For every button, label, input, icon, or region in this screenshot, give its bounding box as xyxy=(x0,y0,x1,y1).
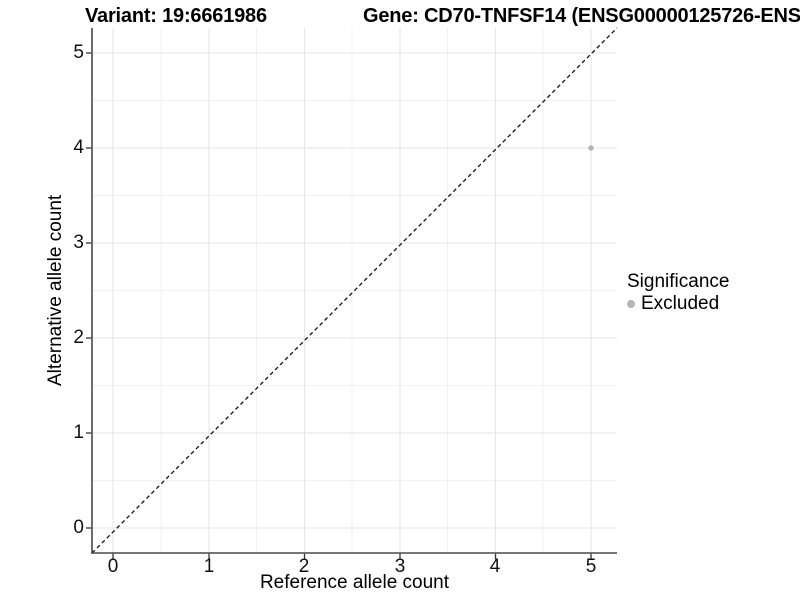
x-tick-label-0: 0 xyxy=(107,556,119,577)
y-tick-label-4: 4 xyxy=(73,137,84,158)
x-tick-label-4: 4 xyxy=(489,556,501,577)
y-tick-label-1: 1 xyxy=(73,422,84,443)
legend: Significance Excluded xyxy=(627,272,797,314)
legend-point-icon xyxy=(627,300,635,308)
x-tick-label-3: 3 xyxy=(394,556,406,577)
identity-dashed-line xyxy=(91,27,618,554)
x-tick-label-1: 1 xyxy=(203,556,215,577)
grid-major xyxy=(92,28,617,553)
data-point-excluded xyxy=(588,145,594,151)
y-axis-title: Alternative allele count xyxy=(45,194,66,387)
variant-title: Variant: 19:6661986 xyxy=(85,5,267,27)
grid-minor xyxy=(92,28,617,553)
legend-item-label: Excluded xyxy=(641,293,720,314)
y-tick-label-3: 3 xyxy=(73,232,84,253)
x-tick-label-2: 2 xyxy=(298,556,310,577)
y-tick-marks xyxy=(86,52,92,529)
x-axis-title: Reference allele count xyxy=(259,572,450,593)
x-tick-label-5: 5 xyxy=(585,556,597,577)
legend-item-excluded: Excluded xyxy=(627,294,797,314)
gene-title: Gene: CD70-TNFSF14 (ENSG00000125726-ENS xyxy=(363,5,800,27)
x-tick-marks xyxy=(112,553,592,560)
y-tick-label-0: 0 xyxy=(73,517,84,538)
legend-title: Significance xyxy=(627,271,730,292)
y-tick-label-5: 5 xyxy=(73,42,84,63)
y-tick-label-2: 2 xyxy=(73,327,84,348)
